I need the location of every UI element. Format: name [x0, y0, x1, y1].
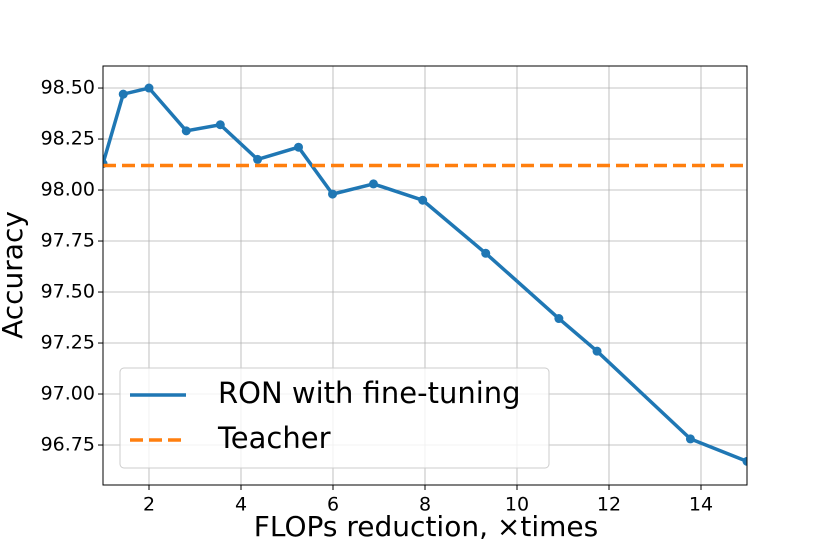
plot-area	[103, 83, 747, 466]
x-tick-label: 6	[327, 494, 339, 516]
x-tick-label: 8	[419, 494, 431, 516]
y-tick-label: 98.25	[41, 128, 95, 150]
point	[294, 142, 303, 152]
plot-frame	[102, 65, 748, 486]
y-axis-label: Accuracy	[0, 211, 29, 339]
x-tick-label: 12	[597, 494, 621, 516]
y-tick-label: 97.00	[41, 383, 95, 405]
point	[481, 248, 491, 258]
point	[685, 434, 695, 444]
y-tick-label: 98.50	[41, 77, 95, 99]
y-tick-label: 97.25	[41, 332, 95, 354]
legend-label: Teacher	[217, 421, 331, 455]
x-tick-label: 4	[235, 494, 247, 516]
y-tick-label: 98.00	[41, 179, 95, 201]
point	[742, 456, 747, 466]
point	[368, 179, 378, 189]
point	[418, 195, 428, 205]
x-tick-label: 2	[143, 494, 155, 516]
point	[554, 314, 564, 324]
point	[215, 120, 225, 130]
y-tick-label: 96.75	[41, 434, 95, 456]
point	[181, 126, 191, 136]
point	[592, 346, 602, 356]
x-tick-label: 10	[505, 494, 529, 516]
y-tick-label: 97.50	[41, 281, 95, 303]
point	[118, 89, 128, 99]
point	[253, 154, 263, 164]
y-tick-label: 97.75	[41, 230, 95, 252]
legend-label: RON with fine-tuning	[218, 376, 521, 410]
x-axis-label: FLOPs reduction, ×times	[254, 510, 598, 543]
point	[328, 189, 338, 199]
legend-box	[119, 367, 550, 469]
x-tick-label: 14	[689, 494, 713, 516]
point	[144, 83, 154, 93]
